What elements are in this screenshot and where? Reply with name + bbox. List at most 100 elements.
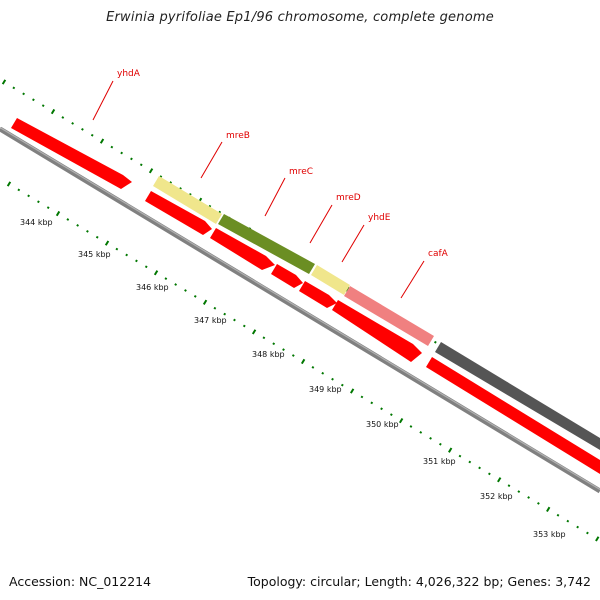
cds-mreC[interactable]	[210, 228, 275, 270]
outer-tick	[99, 138, 105, 144]
leader-line	[200, 141, 223, 179]
outer-tick	[50, 108, 56, 115]
inner-tick	[517, 490, 521, 493]
gene-mreC[interactable]	[218, 214, 315, 274]
cds-mreD[interactable]	[271, 264, 303, 288]
inner-tick	[576, 525, 579, 529]
inner-tick	[233, 318, 236, 322]
inner-tick-ring	[6, 181, 600, 542]
inner-tick	[202, 299, 208, 305]
inner-tick	[429, 436, 432, 440]
gene-mreB[interactable]	[153, 176, 222, 224]
inner-tick	[184, 289, 187, 292]
gene-label-mreC[interactable]: mreC	[289, 167, 313, 177]
outer-tick	[130, 157, 133, 161]
inner-tick	[17, 188, 21, 192]
outer-tick	[1, 79, 7, 85]
inner-tick	[164, 277, 168, 281]
map-title: Erwinia pyrifoliae Ep1/96 chromosome, co…	[106, 10, 494, 25]
gene-yhdE[interactable]	[344, 286, 434, 346]
inner-tick	[331, 377, 334, 381]
inner-tick	[556, 513, 560, 517]
kbp-labels: 344 kbp 345 kbp 346 kbp 347 kbp 348 kbp 349 k…	[20, 218, 566, 539]
outer-tick	[120, 151, 124, 155]
inner-tick	[448, 447, 453, 453]
gene-label-yhdE[interactable]: yhdE	[368, 213, 391, 223]
inner-tick	[586, 531, 589, 535]
kbp-label: 344 kbp	[20, 218, 53, 227]
inner-tick	[300, 358, 306, 365]
gene-label-yhdA[interactable]: yhdA	[117, 69, 141, 79]
inner-tick	[438, 442, 442, 446]
outer-tick	[71, 122, 74, 125]
inner-tick	[76, 224, 79, 227]
gene-cafA[interactable]	[435, 342, 600, 450]
leader-line	[309, 204, 333, 244]
outer-tick	[32, 98, 35, 102]
gene-label-mreB[interactable]: mreB	[226, 131, 250, 141]
inner-tick	[242, 324, 246, 328]
inner-tick	[409, 425, 413, 428]
cds-yhdA[interactable]	[11, 118, 132, 189]
inner-tick	[419, 431, 423, 434]
inner-tick	[174, 283, 178, 286]
inner-tick	[37, 200, 40, 204]
gene-label-cafA[interactable]: cafA	[428, 249, 449, 259]
outer-tick	[61, 116, 65, 119]
inner-tick	[282, 348, 285, 351]
inner-tick	[223, 312, 227, 316]
cds-next[interactable]	[426, 357, 600, 474]
inner-tick	[272, 342, 276, 346]
backbone	[0, 126, 600, 494]
inner-tick	[6, 181, 12, 187]
kbp-label: 350 kbp	[366, 420, 399, 429]
gene-mreD[interactable]	[311, 265, 350, 295]
outer-tick	[12, 86, 16, 90]
inner-tick	[125, 253, 129, 257]
inner-tick	[86, 229, 89, 233]
outer-tick	[81, 127, 84, 131]
leader-line	[400, 260, 425, 299]
kbp-label: 351 kbp	[423, 457, 456, 466]
inner-tick	[311, 365, 315, 369]
feature-track	[11, 118, 600, 474]
cds-mreB[interactable]	[145, 191, 212, 235]
gene-label-mreD[interactable]: mreD	[336, 193, 361, 203]
inner-tick	[144, 265, 148, 269]
kbp-label: 348 kbp	[252, 350, 285, 359]
backbone-highlight	[0, 126, 600, 491]
inner-tick	[321, 371, 325, 375]
inner-tick	[458, 454, 462, 458]
inner-tick	[27, 194, 30, 198]
inner-tick	[291, 354, 295, 357]
cds-cafA[interactable]	[332, 300, 422, 362]
inner-tick	[478, 466, 481, 470]
cds-yhdE[interactable]	[299, 281, 337, 308]
inner-tick	[537, 502, 540, 505]
inner-tick	[546, 506, 551, 512]
outer-tick	[139, 163, 143, 167]
kbp-label: 349 kbp	[309, 385, 342, 394]
inner-tick	[115, 247, 119, 251]
inner-tick	[370, 401, 374, 405]
gene-label-leaders	[92, 80, 425, 299]
inner-tick	[527, 496, 530, 499]
inner-tick	[595, 536, 600, 542]
leader-line	[264, 177, 286, 217]
inner-tick	[46, 206, 50, 210]
inner-tick	[193, 295, 197, 298]
inner-tick	[399, 417, 404, 424]
inner-tick	[389, 413, 393, 417]
gene-labels: yhdA mreB mreC mreD yhdE cafA	[117, 69, 449, 259]
inner-tick	[213, 306, 217, 310]
inner-tick	[507, 484, 511, 488]
inner-tick	[262, 336, 266, 340]
inner-tick	[104, 240, 110, 246]
inner-tick	[153, 270, 159, 276]
kbp-label: 353 kbp	[533, 530, 566, 539]
inner-tick	[497, 477, 502, 483]
inner-tick	[380, 407, 383, 411]
inner-tick	[340, 383, 344, 387]
